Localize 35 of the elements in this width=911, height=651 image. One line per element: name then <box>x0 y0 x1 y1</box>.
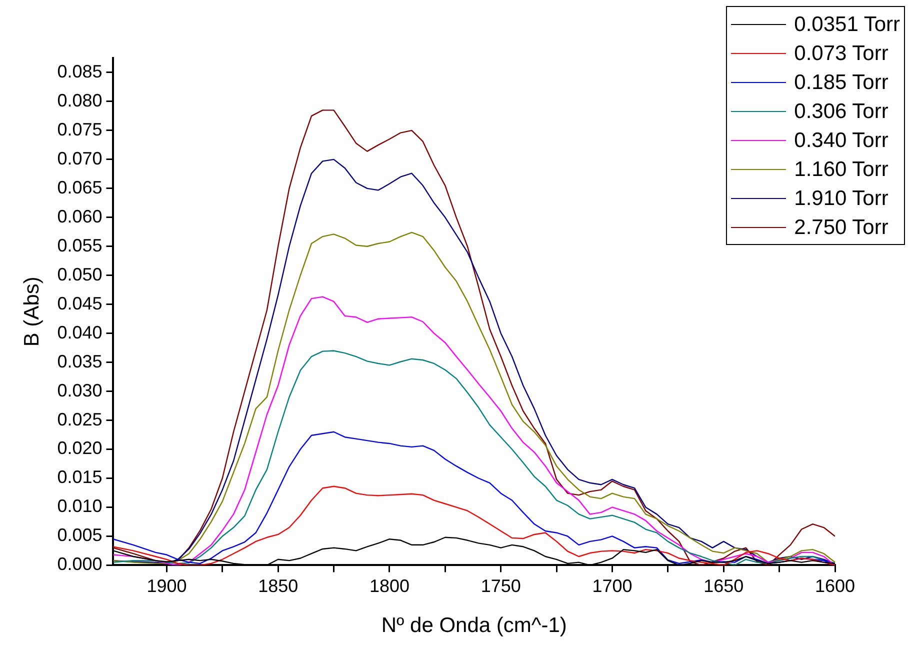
y-tick-label: 0.080 <box>57 90 102 110</box>
x-tick-label: 1750 <box>480 576 521 596</box>
y-tick-label: 0.055 <box>57 235 102 256</box>
y-tick-label: 0.050 <box>57 264 102 284</box>
y-tick-label: 0.030 <box>57 380 102 400</box>
x-tick-label: 1700 <box>592 576 632 596</box>
y-tick-label: 0.000 <box>57 554 102 574</box>
y-tick-label: 0.075 <box>57 119 102 140</box>
legend-label: 0.0351 Torr <box>794 12 900 36</box>
legend-label: 0.340 Torr <box>794 128 888 152</box>
x-tick-label: 1800 <box>369 576 410 596</box>
x-tick-label: 1900 <box>146 576 187 596</box>
y-tick-label: 0.070 <box>57 148 102 168</box>
y-tick-label: 0.020 <box>57 438 102 458</box>
y-tick-label: 0.045 <box>57 293 102 314</box>
legend-label: 0.185 Torr <box>794 70 888 94</box>
y-axis-title: B (Abs) <box>20 276 44 347</box>
x-tick-label: 1650 <box>704 576 744 596</box>
y-tick-label: 0.085 <box>57 61 102 82</box>
y-tick-label: 0.015 <box>57 467 102 488</box>
y-tick-label: 0.025 <box>57 409 102 430</box>
x-axis-title: Nº de Onda (cm^-1) <box>381 614 567 638</box>
legend-label: 1.160 Torr <box>794 158 888 182</box>
x-tick-label: 1600 <box>814 576 856 596</box>
y-tick-label: 0.040 <box>57 322 102 342</box>
legend-label: 0.073 Torr <box>794 42 888 66</box>
y-tick-label: 0.060 <box>57 206 102 226</box>
legend-label: 1.910 Torr <box>794 186 888 210</box>
y-tick-label: 0.010 <box>57 496 102 516</box>
x-tick-label: 1850 <box>258 576 298 596</box>
y-tick-label: 0.035 <box>57 351 102 372</box>
y-tick-label: 0.005 <box>57 525 102 546</box>
y-tick-label: 0.065 <box>57 177 102 198</box>
legend-label: 0.306 Torr <box>794 100 888 124</box>
legend-label: 2.750 Torr <box>794 216 888 240</box>
